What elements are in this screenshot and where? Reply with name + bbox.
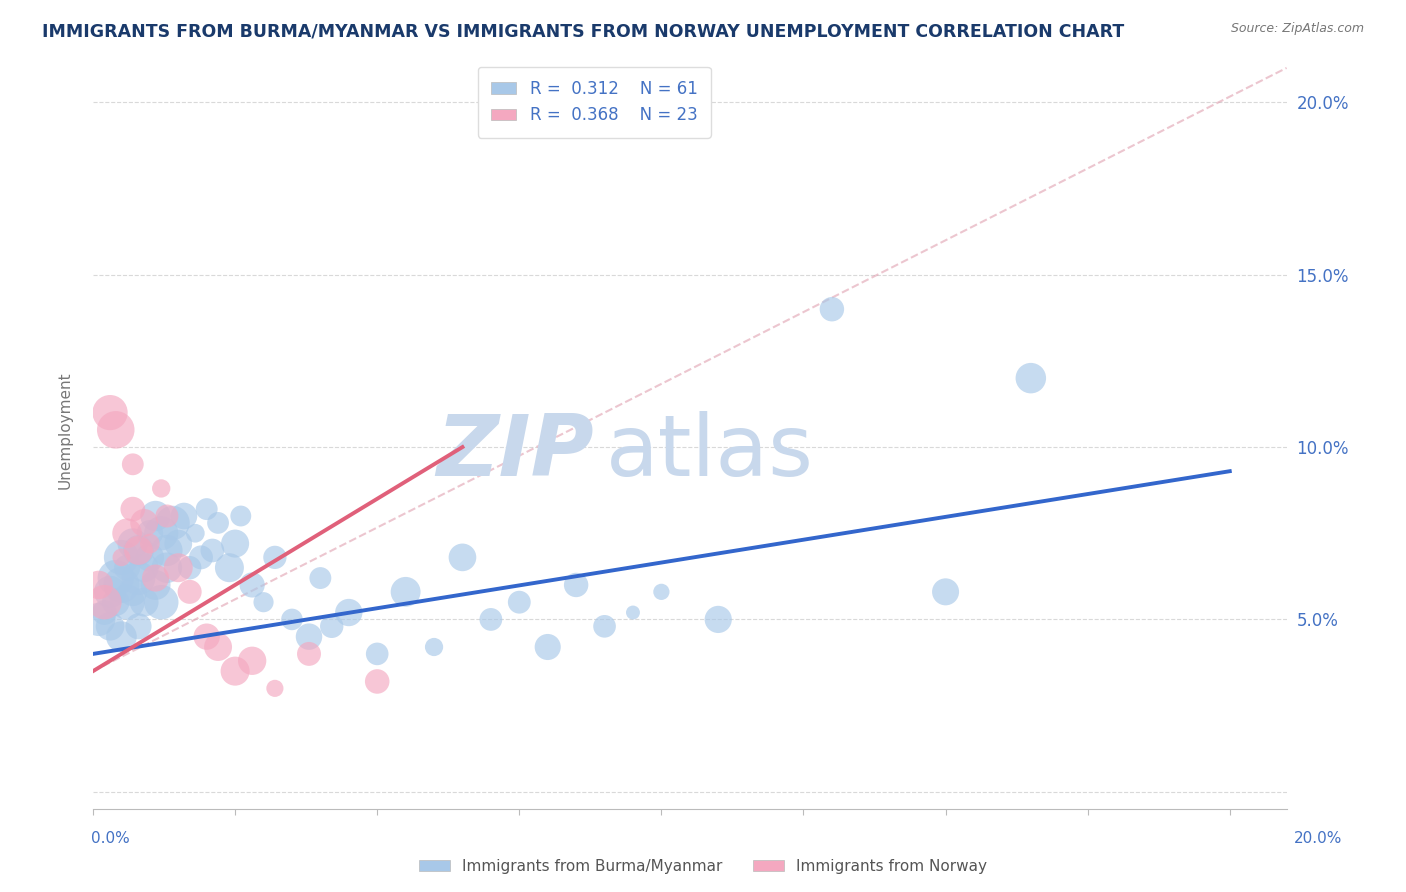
Point [134, 595, 156, 609]
Point [224, 664, 246, 678]
Point [93, 595, 115, 609]
Point [179, 585, 201, 599]
Point [240, 578, 263, 592]
Point [134, 560, 156, 574]
Point [156, 560, 179, 574]
Point [134, 516, 156, 530]
Point [309, 571, 332, 585]
Point [190, 550, 212, 565]
Point [110, 550, 132, 565]
Point [87, 578, 110, 592]
Point [127, 571, 149, 585]
Point [195, 502, 218, 516]
Point [298, 647, 321, 661]
Point [110, 550, 132, 565]
Point [121, 585, 143, 599]
Point [207, 640, 229, 654]
Point [121, 458, 143, 472]
Point [252, 595, 274, 609]
Point [621, 606, 644, 620]
Point [650, 585, 672, 599]
Point [115, 560, 138, 574]
Point [121, 536, 143, 550]
Point [98, 619, 121, 633]
Legend: R =  0.312    N = 61, R =  0.368    N = 23: R = 0.312 N = 61, R = 0.368 N = 23 [478, 67, 711, 137]
Point [145, 578, 167, 592]
Point [98, 585, 121, 599]
Point [150, 482, 173, 496]
Point [139, 526, 162, 541]
Point [93, 606, 115, 620]
Point [707, 612, 730, 626]
Point [565, 578, 588, 592]
Text: 20.0%: 20.0% [1295, 831, 1343, 846]
Point [366, 674, 388, 689]
Point [150, 595, 173, 609]
Text: IMMIGRANTS FROM BURMA/MYANMAR VS IMMIGRANTS FROM NORWAY UNEMPLOYMENT CORRELATION: IMMIGRANTS FROM BURMA/MYANMAR VS IMMIGRA… [42, 22, 1125, 40]
Point [184, 526, 207, 541]
Point [195, 630, 218, 644]
Point [264, 550, 287, 565]
Y-axis label: Unemployment: Unemployment [58, 371, 72, 489]
Point [98, 406, 121, 420]
Point [366, 647, 388, 661]
Text: Source: ZipAtlas.com: Source: ZipAtlas.com [1230, 22, 1364, 36]
Point [821, 302, 844, 317]
Point [104, 571, 127, 585]
Point [207, 516, 229, 530]
Point [139, 536, 162, 550]
Point [537, 640, 560, 654]
Point [229, 508, 252, 523]
Point [167, 536, 190, 550]
Point [508, 595, 530, 609]
Point [156, 543, 179, 558]
Point [121, 502, 143, 516]
Point [240, 654, 263, 668]
Point [139, 550, 162, 565]
Point [451, 550, 474, 565]
Point [104, 423, 127, 437]
Point [218, 560, 240, 574]
Point [127, 543, 149, 558]
Point [179, 560, 201, 574]
Point [264, 681, 287, 696]
Legend: Immigrants from Burma/Myanmar, Immigrants from Norway: Immigrants from Burma/Myanmar, Immigrant… [413, 853, 993, 880]
Point [115, 595, 138, 609]
Point [423, 640, 446, 654]
Point [87, 612, 110, 626]
Point [224, 536, 246, 550]
Point [127, 543, 149, 558]
Point [201, 543, 224, 558]
Point [298, 630, 321, 644]
Point [321, 619, 343, 633]
Point [167, 560, 190, 574]
Point [394, 585, 416, 599]
Point [150, 526, 173, 541]
Point [479, 612, 502, 626]
Point [110, 578, 132, 592]
Point [145, 571, 167, 585]
Point [127, 619, 149, 633]
Point [935, 585, 957, 599]
Point [104, 595, 127, 609]
Point [162, 516, 184, 530]
Point [115, 526, 138, 541]
Point [156, 508, 179, 523]
Text: ZIP: ZIP [437, 411, 595, 494]
Text: 0.0%: 0.0% [91, 831, 131, 846]
Point [593, 619, 616, 633]
Point [281, 612, 304, 626]
Point [1019, 371, 1042, 385]
Text: atlas: atlas [606, 411, 814, 494]
Point [145, 508, 167, 523]
Point [337, 606, 360, 620]
Point [110, 630, 132, 644]
Point [173, 508, 195, 523]
